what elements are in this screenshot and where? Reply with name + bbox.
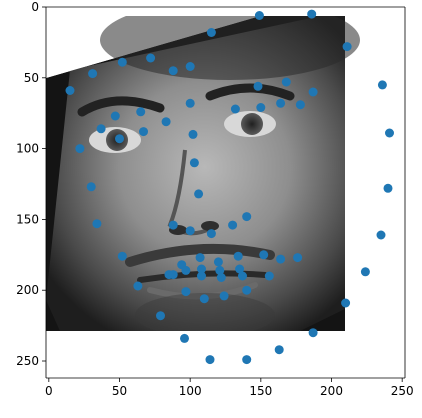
landmark-point-23 [185,62,195,71]
landmark-point-13 [341,298,351,308]
x-tick-label: 200 [320,384,343,398]
landmark-point-30 [308,87,318,97]
landmark-point-66 [215,265,225,275]
landmark-point-28 [253,81,263,91]
y-tick-label: 250 [16,354,39,368]
landmark-point-64 [181,265,191,275]
landmark-point-37 [185,98,195,108]
landmark-point-54 [233,251,243,261]
x-tick-label: 150 [249,384,272,398]
landmark-point-1 [65,86,75,95]
y-tick-label: 150 [16,212,39,226]
y-tick-label: 100 [16,142,39,156]
landmark-point-60 [219,291,229,301]
landmark-point-32 [110,111,120,121]
landmark-point-33 [115,134,124,144]
landmark-point-68 [197,271,206,281]
landmark-point-57 [293,253,303,263]
x-tick-label: 0 [45,384,53,398]
landmark-point-39 [189,158,199,168]
landmark-point-40 [194,189,204,199]
x-tick-label: 100 [179,384,202,398]
landmark-point-59 [242,285,252,295]
landmark-point-20 [117,57,127,67]
landmark-point-48 [228,220,238,230]
landmark-point-34 [139,127,148,137]
landmark-point-61 [199,294,209,304]
landmark-point-14 [360,267,370,277]
landmark-point-19 [88,69,98,79]
landmark-point-62 [181,287,191,297]
landmark-point-12 [308,328,318,338]
landmark-point-45 [168,220,178,230]
x-tick-label: 50 [112,384,127,398]
landmark-point-52 [195,253,205,263]
landmark-point-11 [274,345,284,355]
landmark-point-29 [281,77,291,87]
landmark-point-56 [276,254,286,264]
face-photo-image [46,16,363,331]
y-tick-label: 200 [16,283,39,297]
landmark-point-18 [377,80,387,90]
landmark-point-43 [276,98,286,108]
landmark-point-36 [161,117,171,127]
landmark-point-47 [206,229,216,239]
y-tick-label: 50 [24,71,39,85]
landmark-point-7 [156,311,165,321]
landmark-point-49 [242,212,252,222]
landmark-point-31 [96,124,106,134]
landmark-point-67 [235,264,245,274]
landmark-point-3 [86,182,96,192]
landmark-point-6 [133,281,143,291]
landmark-point-55 [259,250,269,260]
landmark-point-21 [146,53,156,63]
landmark-point-4 [92,219,102,229]
landmark-point-70 [238,271,247,281]
landmark-point-15 [376,230,386,240]
landmark-point-22 [168,66,178,76]
landmark-point-44 [295,100,305,110]
landmark-point-10 [242,355,252,365]
landmark-point-69 [216,273,226,282]
y-tick-label: 0 [31,0,39,14]
landmark-point-65 [197,264,206,274]
landmark-point-41 [230,104,240,114]
landmark-point-53 [213,257,223,267]
landmark-point-58 [264,271,274,281]
landmark-point-17 [385,128,394,138]
landmark-point-26 [307,9,317,19]
landmark-point-27 [342,42,352,52]
landmark-point-9 [205,355,215,365]
landmark-point-63 [168,270,178,280]
landmark-point-2 [75,144,85,154]
landmark-point-5 [117,251,127,261]
landmark-point-25 [254,11,264,20]
landmark-point-8 [180,333,189,343]
landmark-points [65,9,394,365]
landmark-point-35 [136,107,146,117]
landmark-point-46 [185,226,195,236]
landmark-point-38 [188,129,198,139]
tick-labels: 0 50 100 150 200 250 0 50 100 150 200 250 [16,0,414,398]
axes [45,6,406,379]
x-tick-label: 250 [391,384,414,398]
landmark-point-42 [256,103,266,112]
landmark-point-16 [383,183,393,193]
landmark-point-24 [206,28,216,37]
